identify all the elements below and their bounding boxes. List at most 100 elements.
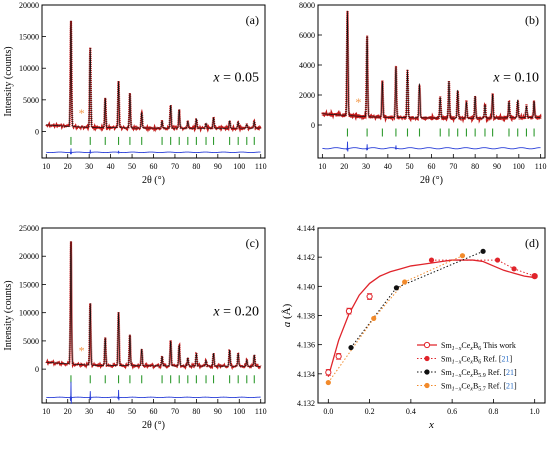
panel-c: * 10 20 30 40 50 60 70 80 90 100 110 0 5000 10000 15000… [3, 224, 267, 431]
legend-marker [423, 341, 431, 349]
series-line-2 [350, 250, 484, 348]
x-tick-label: 30 [85, 407, 93, 416]
x-tick-label: 20 [64, 407, 72, 416]
series-line-1 [431, 259, 535, 277]
y-tick-label: 2000 [299, 91, 315, 100]
data-point-series-0 [366, 293, 373, 300]
y-axis-label: Intensity (counts) [3, 46, 14, 116]
data-point-series-2 [480, 248, 486, 254]
x-tick-label: 110 [535, 162, 547, 171]
legend-label: Sm1−xCexB5.9 Ref. [21] [441, 368, 517, 379]
data-point-series-1 [428, 257, 435, 263]
x-tick-label: 100 [513, 162, 525, 171]
data-point-series-1 [494, 257, 501, 263]
x-tick-label: 10 [42, 407, 50, 416]
composition-annotation: x = 0.05 [212, 71, 259, 86]
legend-label: Sm1−xCexB5.7 Ref. [21] [441, 382, 517, 393]
composition-annotation: x = 0.10 [492, 71, 539, 86]
legend-entry-3: Sm1−xCexB5.7 Ref. [21] [417, 382, 517, 393]
legend-marker [424, 382, 430, 389]
data-point-series-2 [348, 344, 354, 351]
data-point-series-3 [371, 315, 377, 322]
x-tick-label: 100 [233, 162, 245, 171]
x-tick-label: 30 [85, 162, 93, 171]
data-point-series-2 [393, 285, 400, 291]
legend-entry-0: Sm1−xCexB6 This work [417, 341, 516, 352]
y-axis-label: a (Å) [281, 303, 293, 327]
x-tick-label: 1.0 [530, 407, 540, 416]
y-tick-label: 5000 [23, 96, 39, 105]
x-tick-label: 70 [171, 407, 179, 416]
panel-label: (d) [525, 236, 539, 250]
y-axis-label: Intensity (counts) [3, 280, 14, 350]
x-tick-label: 110 [255, 407, 267, 416]
x-tick-label: 90 [214, 407, 222, 416]
impurity-star-marker: * [79, 106, 85, 120]
data-point-series-3 [459, 253, 466, 259]
x-axis-label: 2θ (°) [420, 175, 443, 186]
x-axis-label: 2θ (°) [142, 175, 165, 186]
data-point-series-0 [335, 353, 342, 360]
x-tick-label: 60 [428, 162, 436, 171]
x-tick-label: 60 [150, 407, 158, 416]
data-point-series-3 [402, 279, 408, 285]
x-axis-label: x [428, 419, 434, 431]
difference-curve [46, 148, 261, 155]
x-tick-label: 110 [255, 162, 267, 171]
y-tick-label: 0 [35, 365, 39, 374]
y-tick-label: 4.140 [297, 282, 315, 291]
y-tick-label: 6000 [299, 31, 315, 40]
calculated-pattern [46, 20, 261, 129]
difference-curve [46, 381, 261, 404]
x-tick-label: 50 [128, 162, 136, 171]
x-tick-label: 60 [150, 162, 158, 171]
panel-label: (c) [246, 236, 259, 250]
y-tick-label: 15000 [19, 280, 39, 289]
y-tick-label: 15000 [19, 33, 39, 42]
y-tick-label: 4.144 [297, 224, 315, 233]
panel-b: * 10 20 30 40 50 60 70 80 90 100 110 0 2000 4000 6000 80… [299, 1, 546, 186]
x-tick-label: 50 [128, 407, 136, 416]
panel-d: 0.0 0.2 0.4 0.6 0.8 1.0 4.132 4.134 4.136 4.138 4.… [281, 224, 546, 431]
legend-entry-2: Sm1−xCexB5.9 Ref. [21] [417, 368, 517, 379]
y-tick-label: 10000 [19, 309, 39, 318]
y-tick-label: 25000 [19, 224, 39, 233]
y-tick-label: 5000 [23, 337, 39, 346]
x-tick-label: 50 [406, 162, 414, 171]
calculated-pattern [322, 10, 541, 119]
x-tick-label: 0.8 [488, 407, 498, 416]
y-tick-label: 4.136 [297, 341, 315, 350]
composition-annotation: x = 0.20 [212, 305, 259, 320]
impurity-star-marker: * [79, 344, 85, 358]
x-tick-label: 70 [171, 162, 179, 171]
legend-marker [424, 369, 430, 375]
y-tick-label: 0 [311, 121, 315, 130]
y-tick-label: 4.134 [297, 370, 315, 379]
y-tick-label: 0 [35, 127, 39, 136]
x-tick-label: 80 [471, 162, 479, 171]
calculated-pattern [46, 241, 261, 367]
x-tick-label: 0.0 [323, 407, 333, 416]
x-tick-label: 10 [318, 162, 326, 171]
x-tick-label: 40 [107, 407, 115, 416]
x-tick-label: 0.2 [365, 407, 375, 416]
y-tick-label: 4.132 [297, 399, 315, 408]
data-point-series-1 [532, 273, 538, 279]
fit-curve [327, 259, 535, 377]
panel-label: (a) [246, 13, 259, 27]
x-tick-label: 70 [449, 162, 457, 171]
x-tick-label: 30 [362, 162, 370, 171]
x-tick-label: 20 [64, 162, 72, 171]
legend-label: Sm1−xCexB6 This work [441, 341, 516, 352]
x-tick-label: 90 [214, 162, 222, 171]
x-tick-label: 90 [493, 162, 501, 171]
data-point-series-0 [325, 369, 332, 376]
x-tick-label: 100 [233, 407, 245, 416]
panel-label: (b) [525, 13, 539, 27]
legend-label: Sm1−xCexB6 Ref. [21] [441, 355, 513, 366]
legend: Sm1−xCexB6 This work Sm1−xCexB6 Ref. [21]… [417, 341, 517, 393]
y-tick-label: 20000 [19, 1, 39, 10]
x-tick-label: 0.6 [447, 407, 457, 416]
legend-marker [424, 355, 430, 362]
